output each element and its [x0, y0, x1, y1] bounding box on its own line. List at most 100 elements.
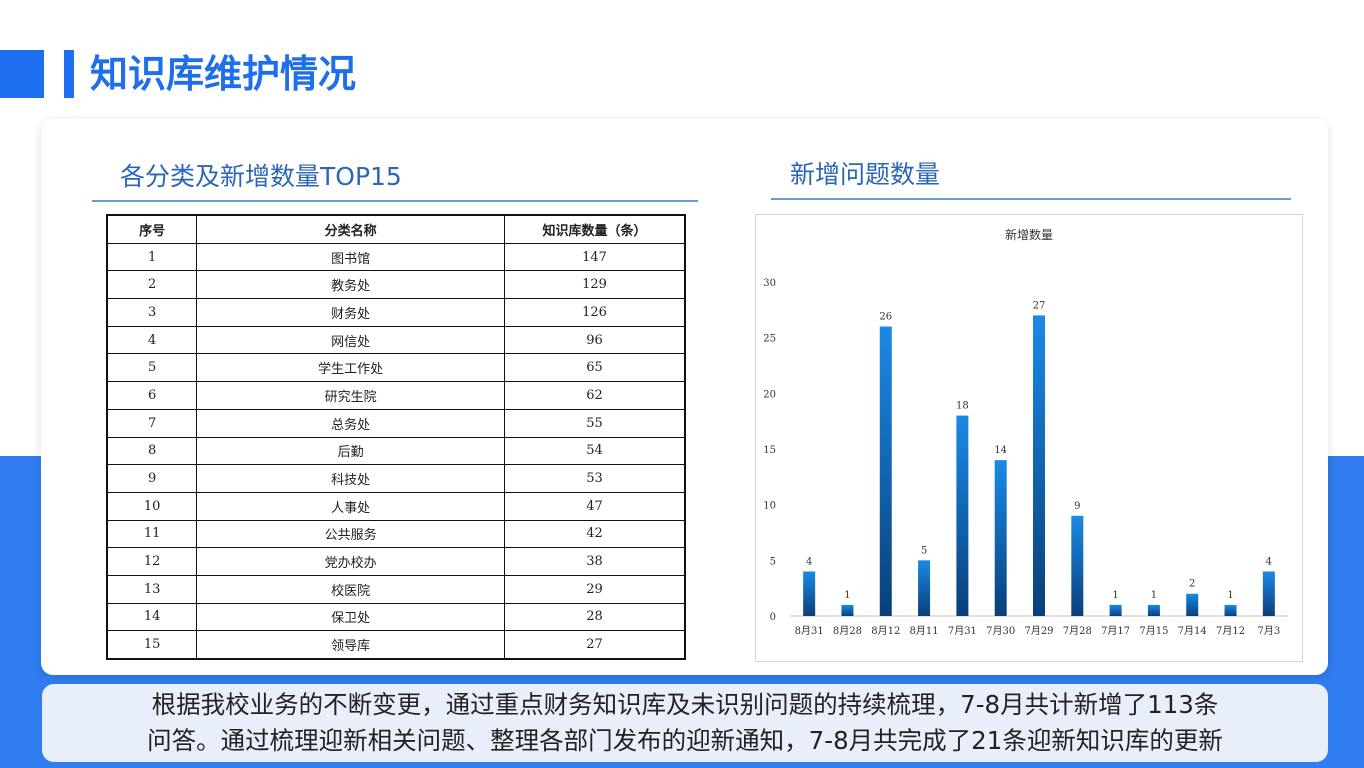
- row-index: 13: [106, 574, 198, 604]
- row-category: 总务处: [196, 408, 506, 438]
- y-tick-label: 10: [763, 501, 776, 512]
- y-tick-label: 15: [763, 445, 776, 456]
- bar: [1109, 604, 1122, 616]
- row-category: 学生工作处: [196, 353, 506, 383]
- row-category: 教务处: [196, 270, 506, 300]
- row-count: 42: [504, 519, 686, 549]
- table-row: 5 学生工作处 65: [106, 353, 686, 383]
- bar-value-label: 1: [844, 590, 850, 601]
- chart-title: 新增数量: [1005, 227, 1053, 242]
- bar: [1186, 593, 1199, 616]
- table-row: 15 领导库 27: [106, 630, 686, 660]
- table-section-underline: [92, 200, 698, 202]
- x-tick-label: 7月29: [1024, 625, 1053, 637]
- table-row: 11 公共服务 42: [106, 519, 686, 549]
- row-count: 147: [504, 242, 686, 272]
- row-category: 领导库: [196, 630, 506, 660]
- y-tick-label: 25: [763, 334, 776, 345]
- row-count: 65: [504, 353, 686, 383]
- bar-value-label: 14: [994, 445, 1007, 456]
- row-index: 14: [106, 602, 198, 632]
- table-row: 3 财务处 126: [106, 298, 686, 327]
- row-count: 62: [504, 381, 686, 410]
- bar-value-label: 27: [1033, 300, 1046, 311]
- table-row: 14 保卫处 28: [106, 602, 686, 632]
- bar-value-label: 9: [1074, 501, 1080, 512]
- x-tick-label: 7月28: [1063, 625, 1092, 637]
- chart-section-underline: [771, 198, 1291, 200]
- bar: [1071, 515, 1084, 616]
- table-row: 2 教务处 129: [106, 270, 686, 300]
- row-count: 27: [504, 630, 686, 660]
- row-index: 4: [106, 325, 198, 355]
- table-row: 13 校医院 29: [106, 574, 686, 604]
- bar-value-label: 1: [1227, 590, 1233, 601]
- y-tick-label: 30: [763, 278, 776, 289]
- row-category: 财务处: [196, 298, 506, 327]
- row-index: 15: [106, 630, 198, 660]
- table-header-row: 序号 分类名称 知识库数量（条）: [106, 214, 686, 244]
- bar-chart: 新增数量 0 5 10 15 20 25 30 4 8月31 1 8月28 26 8月12 5 8月11 18 7…: [755, 214, 1303, 662]
- table-row: 7 总务处 55: [106, 408, 686, 438]
- bar-value-label: 4: [806, 556, 812, 567]
- row-count: 126: [504, 298, 686, 327]
- row-index: 8: [106, 436, 198, 466]
- table-row: 12 党办校办 38: [106, 547, 686, 576]
- x-tick-label: 7月14: [1178, 625, 1207, 637]
- chart-canvas: 新增数量 0 5 10 15 20 25 30 4 8月31 1 8月28 26 8月12 5 8月11 18 7…: [763, 227, 1288, 637]
- x-tick-label: 7月17: [1101, 625, 1130, 637]
- row-category: 党办校办: [196, 547, 506, 576]
- row-category: 后勤: [196, 436, 506, 466]
- row-category: 科技处: [196, 464, 506, 493]
- row-count: 29: [504, 574, 686, 604]
- x-tick-label: 8月28: [833, 625, 862, 637]
- bar: [1262, 571, 1275, 616]
- row-index: 1: [106, 242, 198, 272]
- row-count: 47: [504, 491, 686, 521]
- bar: [994, 460, 1007, 616]
- table-row: 4 网信处 96: [106, 325, 686, 355]
- header-count: 知识库数量（条）: [504, 214, 686, 244]
- x-tick-label: 7月15: [1139, 625, 1168, 637]
- x-tick-label: 7月31: [948, 625, 977, 637]
- bar-value-label: 1: [1112, 590, 1118, 601]
- x-tick-label: 7月12: [1216, 625, 1245, 637]
- title-accent-stripe: [64, 50, 74, 98]
- x-tick-label: 8月31: [795, 625, 824, 637]
- row-count: 28: [504, 602, 686, 632]
- row-category: 网信处: [196, 325, 506, 355]
- bar-value-label: 18: [956, 401, 969, 412]
- table-section-title: 各分类及新增数量TOP15: [120, 162, 402, 191]
- row-category: 研究生院: [196, 381, 506, 410]
- row-index: 6: [106, 381, 198, 410]
- title-accent-bar: [0, 50, 44, 98]
- bar: [956, 415, 969, 616]
- row-category: 公共服务: [196, 519, 506, 549]
- summary-line-2: 问答。通过梳理迎新相关问题、整理各部门发布的迎新通知，7-8月共完成了21条迎新…: [147, 726, 1223, 755]
- row-count: 54: [504, 436, 686, 466]
- bar: [1147, 604, 1160, 616]
- table-row: 10 人事处 47: [106, 491, 686, 521]
- bar-value-label: 1: [1151, 590, 1157, 601]
- row-count: 96: [504, 325, 686, 355]
- row-category: 人事处: [196, 491, 506, 521]
- bar-value-label: 4: [1266, 556, 1272, 567]
- bar: [879, 326, 892, 616]
- summary-box: 根据我校业务的不断变更，通过重点财务知识库及未识别问题的持续梳理，7-8月共计新…: [42, 684, 1328, 762]
- row-index: 5: [106, 353, 198, 383]
- row-category: 校医院: [196, 574, 506, 604]
- x-tick-label: 8月12: [871, 625, 900, 637]
- bar: [918, 560, 931, 616]
- bar-value-label: 5: [921, 545, 927, 556]
- table-row: 8 后勤 54: [106, 436, 686, 466]
- bar: [803, 571, 816, 616]
- chart-section-title: 新增问题数量: [790, 160, 941, 189]
- bar: [841, 604, 854, 616]
- y-tick-label: 0: [770, 612, 776, 623]
- knowledge-base-table: 序号 分类名称 知识库数量（条） 1 图书馆 147 2 教务处 129 3 财务处 126 4 网…: [106, 214, 686, 660]
- row-index: 12: [106, 547, 198, 576]
- x-tick-label: 7月3: [1257, 625, 1280, 637]
- bar-value-label: 2: [1189, 579, 1195, 590]
- table-row: 6 研究生院 62: [106, 381, 686, 410]
- row-count: 55: [504, 408, 686, 438]
